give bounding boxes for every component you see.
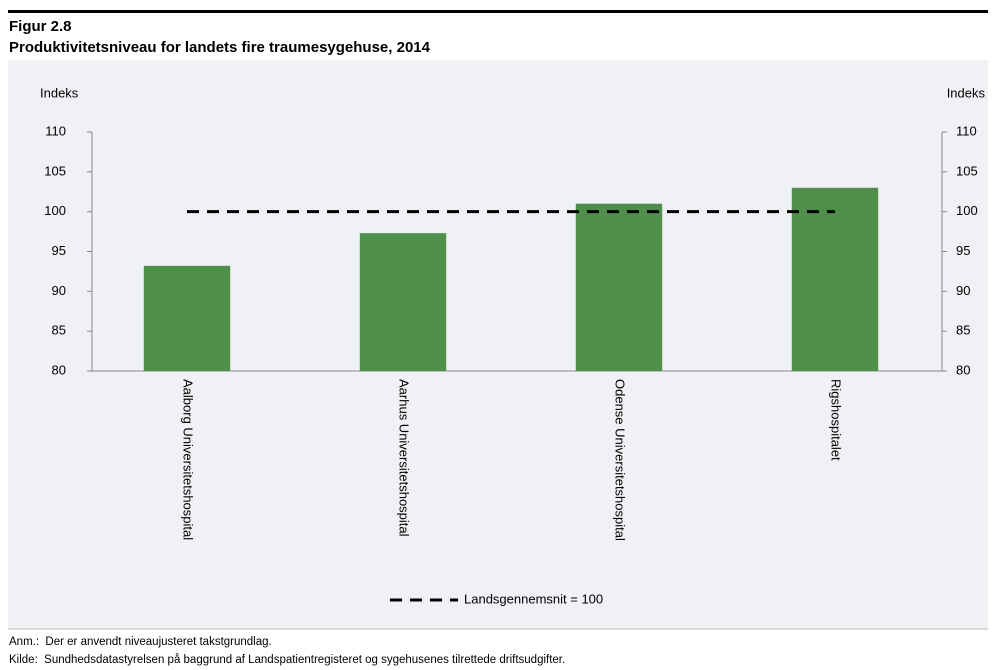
y2-axis-label: Indeks: [947, 85, 986, 100]
x-tick-label: Aalborg Universitetshospital: [181, 379, 196, 540]
x-tick-label: Aarhus Universitetshospital: [397, 379, 412, 537]
y-tick-label: 85: [52, 323, 66, 338]
y2-tick-label: 95: [956, 243, 970, 258]
y2-tick-label: 85: [956, 323, 970, 338]
y-tick-label: 110: [45, 123, 66, 138]
y-axis-label: Indeks: [40, 85, 79, 100]
y-tick-label: 100: [44, 203, 66, 218]
y-tick-label: 80: [52, 362, 66, 377]
bar: [575, 203, 663, 371]
y2-tick-label: 100: [956, 203, 978, 218]
x-tick-label: Rigshospitalet: [829, 379, 844, 461]
y-tick-label: 90: [52, 283, 66, 298]
y2-tick-label: 110: [956, 123, 977, 138]
top-rule: [8, 10, 988, 13]
figure-label: Figur 2.8: [9, 18, 72, 35]
legend-label: Landsgennemsnit = 100: [464, 591, 603, 606]
y2-tick-label: 105: [956, 163, 978, 178]
bar: [359, 233, 447, 371]
y2-tick-label: 80: [956, 362, 970, 377]
chart-title: Produktivitetsniveau for landets fire tr…: [9, 39, 431, 56]
note: Kilde: Sundhedsdatastyrelsen på baggrund…: [9, 654, 565, 666]
y-tick-label: 95: [52, 243, 66, 258]
bar: [791, 187, 879, 371]
note: Anm.: Der er anvendt niveaujusteret taks…: [9, 636, 272, 648]
x-tick-label: Odense Universitetshospital: [613, 379, 628, 541]
bar: [143, 265, 231, 371]
y2-tick-label: 90: [956, 283, 970, 298]
y-tick-label: 105: [44, 163, 66, 178]
